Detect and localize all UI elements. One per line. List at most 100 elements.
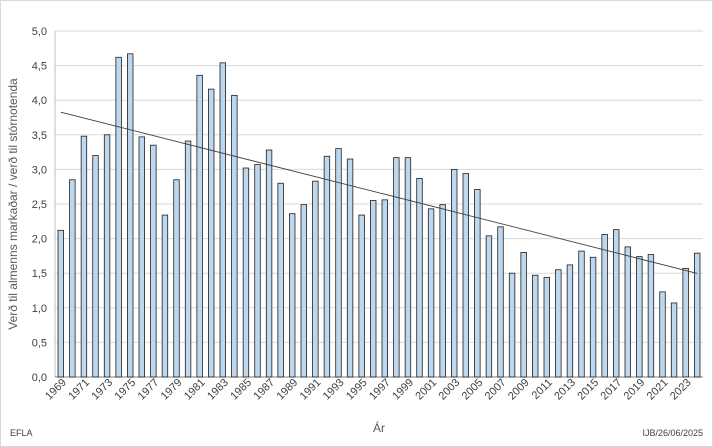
bar-1997 (381, 199, 388, 378)
bar-1999 (404, 157, 412, 378)
bar-2008 (508, 272, 516, 378)
y-axis-title: Verð til almenns markaðar / verð til stó… (6, 78, 20, 330)
bar-1969 (57, 229, 64, 378)
y-tick-label: 0,0 (32, 372, 47, 384)
x-tick-label: 1999 (390, 377, 416, 403)
y-tick-label: 1,5 (32, 268, 47, 280)
y-tick-label: 4,5 (32, 61, 47, 73)
bar-1982 (208, 88, 215, 378)
bar-1973 (103, 134, 111, 378)
y-tick-label: 4,0 (32, 95, 47, 107)
x-tick-label: 2015 (575, 377, 601, 403)
bar-1987 (265, 149, 273, 378)
bar-1998 (393, 157, 400, 378)
x-tick-label: 2007 (483, 377, 509, 403)
bar-1978 (161, 214, 169, 378)
bar-2000 (416, 177, 423, 378)
x-tick-label: 2009 (506, 377, 532, 403)
trendline (60, 111, 698, 274)
x-tick-label: 2013 (552, 377, 578, 403)
bar-2009 (520, 252, 527, 378)
bar-1986 (254, 164, 261, 378)
bar-2005 (474, 189, 481, 378)
x-tick-label: 1977 (136, 377, 162, 403)
x-tick-label: 1973 (89, 377, 115, 403)
y-tick-label: 2,0 (32, 234, 47, 246)
y-tick-label: 3,5 (32, 130, 47, 142)
bar-2018 (624, 246, 631, 378)
x-tick-label: 1989 (275, 377, 301, 403)
x-tick-label: 2017 (599, 377, 625, 403)
bar-1992 (323, 155, 331, 378)
y-tick-label: 3,0 (32, 164, 47, 176)
x-tick-label: 2001 (413, 377, 439, 403)
x-tick-label: 1971 (66, 377, 92, 403)
x-tick-label: 1987 (251, 377, 277, 403)
bar-2010 (532, 274, 539, 378)
x-tick-label: 1997 (367, 377, 393, 403)
bar-2021 (659, 291, 666, 378)
bar-1983 (219, 62, 226, 378)
y-tick-label: 1,0 (32, 303, 47, 315)
x-tick-label: 2011 (530, 377, 555, 402)
x-tick-label: 2023 (668, 377, 694, 403)
x-tick-label: 1993 (321, 377, 347, 403)
bar-2019 (636, 256, 643, 378)
x-tick-label: 2005 (460, 377, 486, 403)
x-tick-label: 1975 (113, 377, 139, 403)
bar-2012 (555, 269, 562, 378)
bar-1974 (115, 56, 122, 378)
x-tick-label: 1991 (298, 377, 324, 403)
bar-2002 (439, 204, 446, 378)
bar-1989 (289, 213, 296, 378)
bar-1991 (312, 180, 319, 378)
x-tick-label: 1983 (205, 377, 231, 403)
bar-1970 (69, 179, 76, 378)
bar-1988 (277, 182, 284, 378)
bar-1990 (300, 204, 307, 378)
bar-1985 (242, 167, 250, 378)
bar-1981 (196, 74, 203, 378)
bar-2006 (485, 235, 493, 378)
x-tick-label: 1995 (344, 377, 370, 403)
bar-1972 (92, 155, 99, 378)
x-axis-title: Ár (373, 420, 385, 435)
x-tick-label: 1985 (228, 377, 254, 403)
bar-1993 (335, 148, 342, 378)
bar-2023 (682, 267, 689, 378)
bar-2016 (601, 234, 608, 378)
y-tick-label: 2,5 (32, 199, 47, 211)
author-date-label: IJB/26/06/2025 (642, 428, 703, 438)
bar-2017 (613, 229, 620, 378)
x-tick-label: 2019 (622, 377, 648, 403)
source-label: EFLA (10, 428, 33, 438)
bar-1977 (150, 144, 157, 378)
bar-1994 (346, 158, 354, 378)
bar-2024 (694, 252, 701, 378)
bar-2015 (589, 256, 597, 378)
bar-1980 (184, 140, 192, 378)
bar-2022 (670, 302, 678, 378)
bar-1975 (127, 53, 134, 378)
x-tick-label: 1981 (182, 377, 208, 403)
bar-2013 (566, 264, 574, 378)
x-tick-label: 2003 (437, 377, 463, 403)
bar-1984 (231, 94, 238, 378)
bar-1996 (370, 200, 377, 378)
y-tick-label: 5,0 (32, 26, 47, 38)
bar-2003 (451, 168, 458, 378)
bar-2001 (427, 208, 435, 378)
x-tick-label: 2021 (645, 377, 671, 403)
bar-2011 (543, 276, 550, 378)
bar-1979 (173, 179, 180, 378)
x-tick-label: 1979 (159, 377, 185, 403)
bar-2014 (578, 250, 585, 378)
bar-2004 (462, 173, 469, 378)
bar-1976 (138, 136, 145, 378)
bar-2020 (647, 254, 655, 378)
y-tick-label: 0,5 (32, 337, 47, 349)
bar-2007 (497, 226, 504, 378)
bar-1971 (80, 135, 88, 378)
bar-1995 (358, 214, 365, 378)
